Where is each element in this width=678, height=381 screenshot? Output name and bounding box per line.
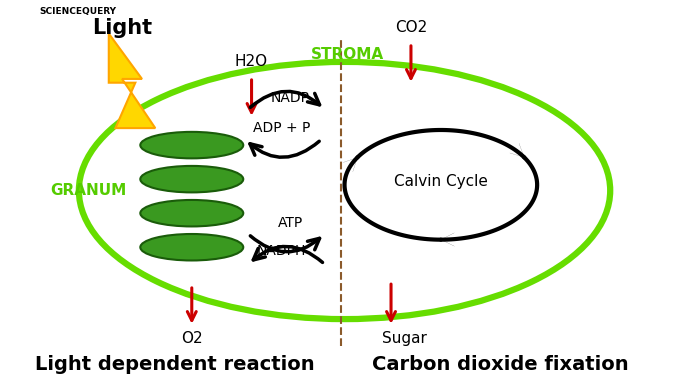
- Text: Carbon dioxide fixation: Carbon dioxide fixation: [372, 355, 629, 374]
- Text: STROMA: STROMA: [311, 47, 384, 62]
- Text: SCIENCEQUERY: SCIENCEQUERY: [39, 7, 116, 16]
- Text: Sugar: Sugar: [382, 330, 426, 346]
- Text: H2O: H2O: [235, 54, 268, 69]
- Text: GRANUM: GRANUM: [51, 183, 127, 198]
- Text: NADP: NADP: [271, 91, 310, 105]
- Text: NADPH: NADPH: [257, 244, 306, 258]
- Text: ADP + P: ADP + P: [253, 121, 310, 135]
- Ellipse shape: [140, 132, 243, 158]
- Text: Calvin Cycle: Calvin Cycle: [394, 173, 487, 189]
- Text: O2: O2: [181, 330, 203, 346]
- Polygon shape: [108, 34, 155, 128]
- Text: Light: Light: [92, 18, 152, 38]
- Text: Light dependent reaction: Light dependent reaction: [35, 355, 315, 374]
- Ellipse shape: [140, 200, 243, 226]
- Ellipse shape: [140, 234, 243, 261]
- Text: CO2: CO2: [395, 20, 427, 35]
- Text: ATP: ATP: [277, 216, 302, 230]
- Ellipse shape: [140, 166, 243, 192]
